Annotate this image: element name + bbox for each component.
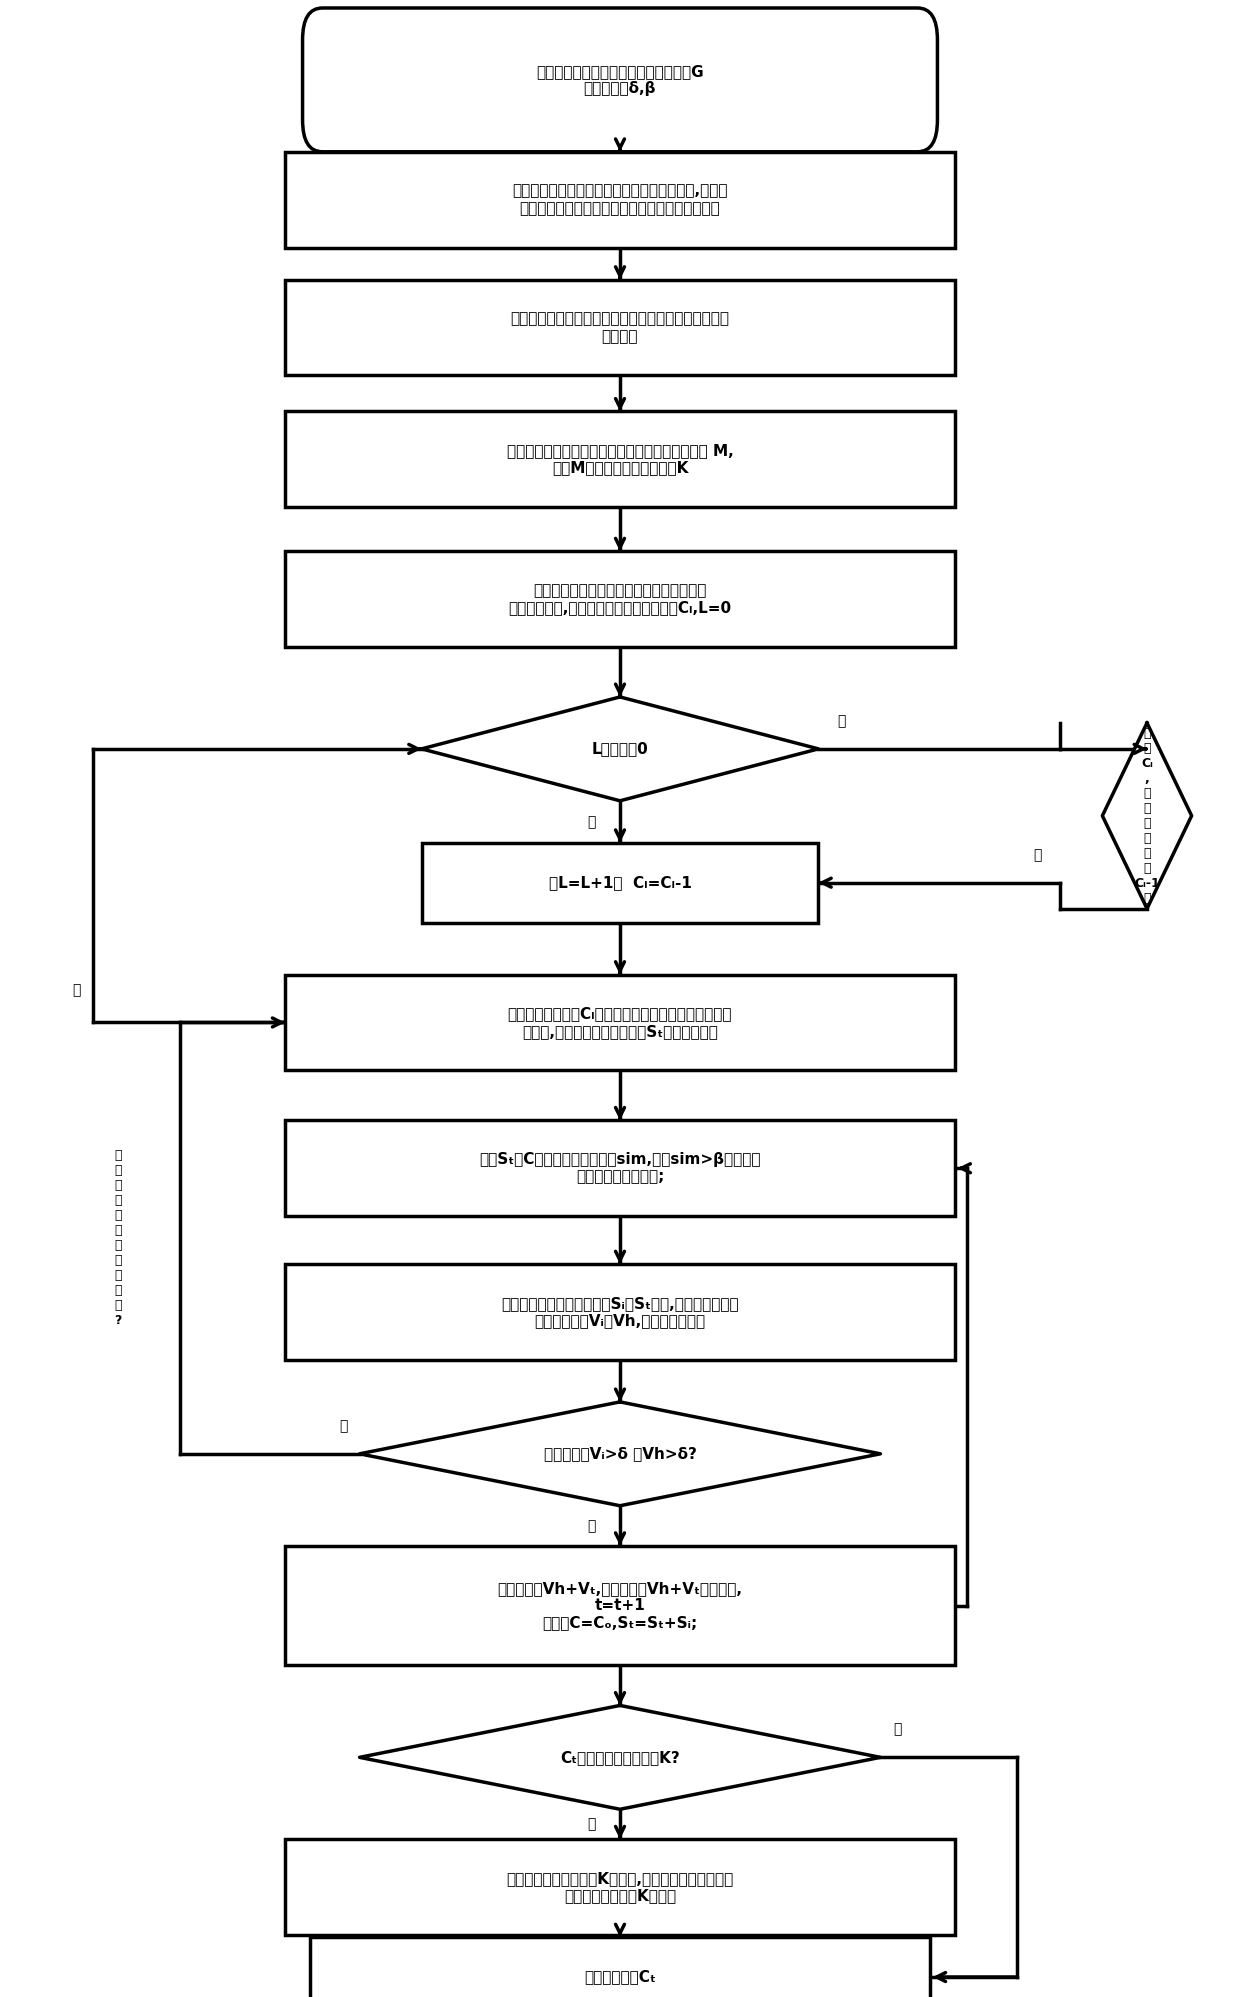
Bar — [285, 551, 955, 647]
Bar — [285, 411, 955, 507]
FancyBboxPatch shape — [303, 8, 937, 152]
Text: 否: 否 — [587, 815, 595, 829]
Text: 输入多关系网络各关系网络的邻接矩阵G
及阈值参数δ,β: 输入多关系网络各关系网络的邻接矩阵G 及阈值参数δ,β — [536, 64, 704, 96]
Text: 与
其
他
多
关
系
网
络
行
合
并
?: 与 其 他 多 关 系 网 络 行 合 并 ? — [114, 1148, 122, 1328]
Bar — [285, 280, 955, 375]
Bar — [285, 1120, 955, 1216]
Text: 是: 是 — [587, 1817, 595, 1831]
Text: Cₜ中社区数目是否大于K?: Cₜ中社区数目是否大于K? — [560, 1749, 680, 1765]
Text: 否: 否 — [1033, 847, 1042, 863]
Text: 将各关系网络合并成一个带权重的单关系网络,采用单
关系社区划分算法对上一步所获网络进行社区划分: 将各关系网络合并成一个带权重的单关系网络,采用单 关系社区划分算法对上一步所获网… — [512, 184, 728, 216]
Polygon shape — [422, 697, 818, 801]
Text: 选取节点数目最多的前K个社区,将剩余社区和节点按照
相似度大小并入这K个社区: 选取节点数目最多的前K个社区,将剩余社区和节点按照 相似度大小并入这K个社区 — [506, 1871, 734, 1903]
Text: 输出最终结果Cₜ: 输出最终结果Cₜ — [584, 1969, 656, 1985]
Text: 是: 是 — [587, 1518, 595, 1534]
Bar — [285, 152, 955, 248]
Text: 否: 否 — [339, 1418, 347, 1434]
Text: L是否大买0: L是否大买0 — [591, 741, 649, 757]
Text: 采用单关系社区算法对各维度分别社区划分
统计划分结果,进行种子社区选取得到集合Cₗ,L=0: 采用单关系社区算法对各维度分别社区划分 统计划分结果,进行种子社区选取得到集合C… — [508, 583, 732, 615]
Text: 是否有结果Vᵢ>δ 且Vһ>δ?: 是否有结果Vᵢ>δ 且Vһ>δ? — [543, 1446, 697, 1462]
Text: 否: 否 — [893, 1721, 901, 1737]
Bar — [422, 843, 818, 923]
Polygon shape — [360, 1402, 880, 1506]
Text: 按节点数目对集合Cₗ中的未参与合并的种子候选社区进
行排序,选取节点数最多的社区Sₜ作为种子社区: 按节点数目对集合Cₗ中的未参与合并的种子候选社区进 行排序,选取节点数最多的社区… — [507, 1006, 733, 1038]
Text: 是: 是 — [72, 983, 81, 998]
Text: 是: 是 — [837, 713, 846, 729]
Bar — [285, 975, 955, 1070]
Polygon shape — [1102, 723, 1192, 909]
Text: 令L=L+1，  Cₗ=Cₗ-1: 令L=L+1， Cₗ=Cₗ-1 — [548, 875, 692, 891]
Text: 更
新
Cₗ
,
删
除
已
合
并
的
Cₗ-1
类: 更 新 Cₗ , 删 除 已 合 并 的 Cₗ-1 类 — [1135, 727, 1159, 905]
Bar — [285, 1839, 955, 1935]
Text: 根据优化结果将多关系网络合并成新的单关系网络 M,
并对M进行社区划分获得结果K: 根据优化结果将多关系网络合并成新的单关系网络 M, 并对M进行社区划分获得结果K — [507, 443, 733, 475]
Bar — [285, 1546, 955, 1665]
Polygon shape — [360, 1705, 880, 1809]
Text: 结合上一步结果多目标优化算法对各关系最优权重组合
配比优化: 结合上一步结果多目标优化算法对各关系最优权重组合 配比优化 — [511, 312, 729, 343]
Bar — [285, 1264, 955, 1360]
Text: 从候选集合中依次选择社区Sᵢ与Sₜ合并,并计算合并后的
适应度增长率Vᵢ和Vһ,将结果依次记录: 从候选集合中依次选择社区Sᵢ与Sₜ合并,并计算合并后的 适应度增长率Vᵢ和Vһ,… — [501, 1296, 739, 1328]
Text: 计算Sₜ与C中其余社区的相似度sim,选取sim>β的社区作
为候选合并社区集合;: 计算Sₜ与C中其余社区的相似度sim,选取sim>β的社区作 为候选合并社区集合… — [479, 1152, 761, 1184]
Text: 计算各结果Vһ+Vₜ,选取最大的Vһ+Vₜ合并社区,
t=t+1
并更新C=Cₒ,Sₜ=Sₜ+Sᵢ;: 计算各结果Vһ+Vₜ,选取最大的Vһ+Vₜ合并社区, t=t+1 并更新C=Cₒ… — [497, 1582, 743, 1630]
Bar — [310, 1937, 930, 1997]
